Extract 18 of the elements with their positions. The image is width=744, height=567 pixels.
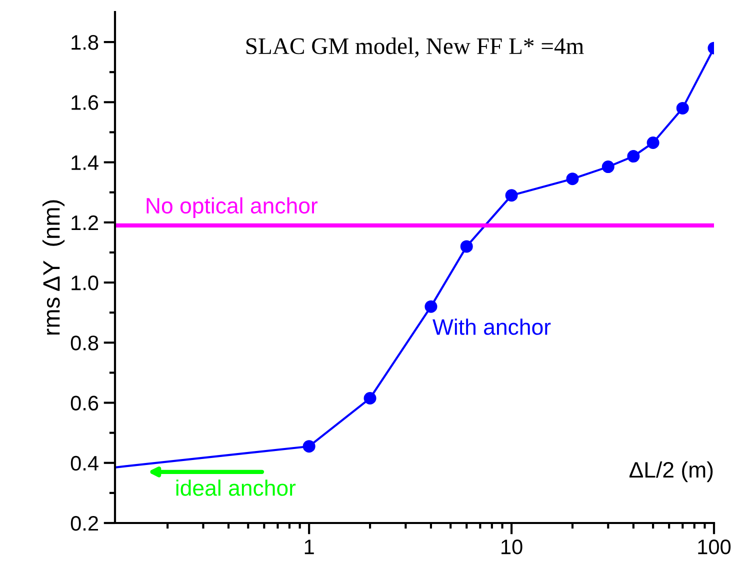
y-tick-label: 0.8 [70,336,98,350]
y-axis-title: rms ΔY (nm) [42,200,65,335]
x-axis-title: ΔL/2 (m) [629,461,713,482]
y-tick-label: 1.0 [72,276,98,290]
y-tick-label: 0.4 [70,456,98,471]
x-tick-label: 1 [304,540,314,554]
y-tick-label: 1.4 [72,156,98,170]
x-tick-label: 100 [698,540,731,554]
annotation: ideal anchor [176,480,296,496]
y-tick-label: 0.6 [70,396,98,411]
y-tick-label: 1.2 [72,215,98,230]
y-tick-label: 0.2 [70,516,98,531]
ref-line-label: No optical anchor [146,197,318,218]
x-tick-label: 10 [502,540,522,554]
annotation: With anchor [432,318,551,335]
y-tick-label: 1.6 [72,95,98,110]
y-tick-label: 1.8 [72,35,98,50]
text: SLAC GM model, New FF L* =4m [246,38,584,58]
